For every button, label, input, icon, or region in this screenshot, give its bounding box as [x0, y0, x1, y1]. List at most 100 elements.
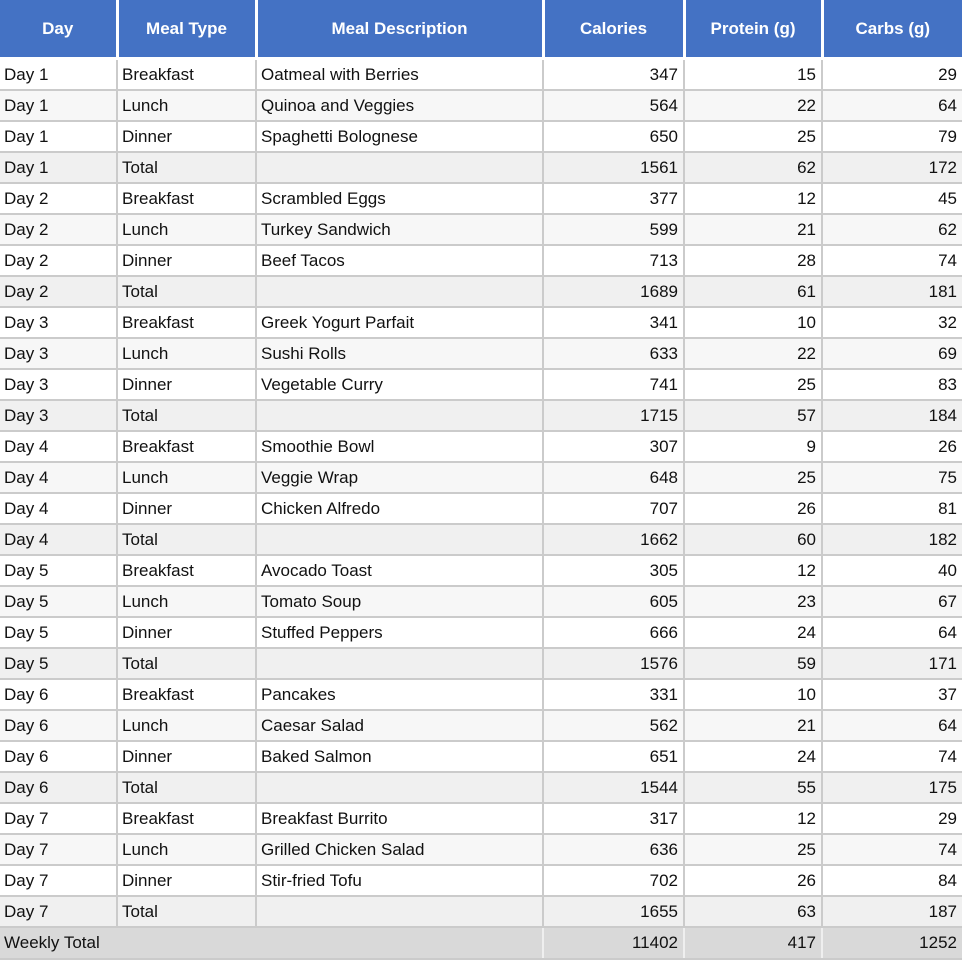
- table-row: Day 6 Breakfast Pancakes 331 10 37: [0, 679, 962, 711]
- carbs-cell: 182: [822, 524, 962, 556]
- carbs-cell: 29: [822, 58, 962, 91]
- day-cell: Day 3: [0, 400, 118, 432]
- day-cell: Day 4: [0, 493, 118, 525]
- table-row: Day 1 Dinner Spaghetti Bolognese 650 25 79: [0, 121, 962, 153]
- calories-cell: 651: [543, 741, 685, 773]
- calories-cell: 633: [543, 338, 685, 370]
- calories-cell: 1544: [543, 772, 685, 804]
- day-cell: Day 6: [0, 772, 118, 804]
- day-cell: Day 4: [0, 462, 118, 494]
- calories-cell: 636: [543, 834, 685, 866]
- description-cell: [256, 152, 544, 184]
- carbs-cell: 79: [822, 121, 962, 153]
- day-total-row: Day 5 Total 1576 59 171: [0, 648, 962, 680]
- day-cell: Day 2: [0, 183, 118, 215]
- meal-type-cell: Dinner: [117, 741, 257, 773]
- carbs-cell: 181: [822, 276, 962, 308]
- calories-cell: 650: [543, 121, 685, 153]
- day-cell: Day 1: [0, 121, 118, 153]
- protein-cell: 21: [684, 710, 823, 742]
- description-cell: Oatmeal with Berries: [256, 58, 544, 91]
- day-cell: Day 7: [0, 865, 118, 897]
- calories-cell: 562: [543, 710, 685, 742]
- carbs-cell: 172: [822, 152, 962, 184]
- carbs-cell: 45: [822, 183, 962, 215]
- protein-cell: 15: [684, 58, 823, 91]
- protein-cell: 25: [684, 834, 823, 866]
- carbs-cell: 64: [822, 90, 962, 122]
- day-cell: Day 2: [0, 245, 118, 277]
- description-cell: Beef Tacos: [256, 245, 544, 277]
- description-cell: [256, 896, 544, 928]
- protein-cell: 25: [684, 121, 823, 153]
- description-cell: Caesar Salad: [256, 710, 544, 742]
- day-cell: Day 4: [0, 524, 118, 556]
- day-total-row: Day 1 Total 1561 62 172: [0, 152, 962, 184]
- carbs-cell: 83: [822, 369, 962, 401]
- calories-cell: 347: [543, 58, 685, 91]
- meal-type-cell: Lunch: [117, 338, 257, 370]
- calories-cell: 1689: [543, 276, 685, 308]
- col-header-calories: Calories: [543, 0, 686, 60]
- table-row: Day 3 Dinner Vegetable Curry 741 25 83: [0, 369, 962, 401]
- protein-cell: 22: [684, 338, 823, 370]
- weekly-total-label: Weekly Total: [0, 927, 544, 960]
- meal-type-cell: Total: [117, 896, 257, 928]
- calories-cell: 305: [543, 555, 685, 587]
- day-total-row: Day 3 Total 1715 57 184: [0, 400, 962, 432]
- calories-cell: 1576: [543, 648, 685, 680]
- description-cell: Tomato Soup: [256, 586, 544, 618]
- calories-cell: 702: [543, 865, 685, 897]
- calories-cell: 377: [543, 183, 685, 215]
- calories-cell: 564: [543, 90, 685, 122]
- weekly-total-row: Weekly Total 11402 417 1252: [0, 927, 962, 960]
- description-cell: [256, 276, 544, 308]
- day-total-row: Day 4 Total 1662 60 182: [0, 524, 962, 556]
- meal-type-cell: Dinner: [117, 121, 257, 153]
- table-row: Day 4 Dinner Chicken Alfredo 707 26 81: [0, 493, 962, 525]
- meal-type-cell: Breakfast: [117, 679, 257, 711]
- meal-type-cell: Breakfast: [117, 183, 257, 215]
- protein-cell: 26: [684, 493, 823, 525]
- calories-cell: 317: [543, 803, 685, 835]
- protein-cell: 12: [684, 555, 823, 587]
- description-cell: Quinoa and Veggies: [256, 90, 544, 122]
- carbs-cell: 187: [822, 896, 962, 928]
- table-row: Day 1 Breakfast Oatmeal with Berries 347 15 2…: [0, 58, 962, 91]
- meal-type-cell: Breakfast: [117, 803, 257, 835]
- calories-cell: 1655: [543, 896, 685, 928]
- day-cell: Day 7: [0, 896, 118, 928]
- protein-cell: 60: [684, 524, 823, 556]
- calories-cell: 341: [543, 307, 685, 339]
- meal-type-cell: Lunch: [117, 214, 257, 246]
- meal-type-cell: Lunch: [117, 710, 257, 742]
- carbs-cell: 26: [822, 431, 962, 463]
- carbs-cell: 75: [822, 462, 962, 494]
- meal-type-cell: Dinner: [117, 245, 257, 277]
- table-row: Day 7 Dinner Stir-fried Tofu 702 26 84: [0, 865, 962, 897]
- calories-cell: 1662: [543, 524, 685, 556]
- description-cell: Breakfast Burrito: [256, 803, 544, 835]
- description-cell: Stuffed Peppers: [256, 617, 544, 649]
- carbs-cell: 74: [822, 834, 962, 866]
- meal-type-cell: Breakfast: [117, 307, 257, 339]
- carbs-cell: 69: [822, 338, 962, 370]
- table-row: Day 5 Lunch Tomato Soup 605 23 67: [0, 586, 962, 618]
- description-cell: Spaghetti Bolognese: [256, 121, 544, 153]
- carbs-cell: 29: [822, 803, 962, 835]
- carbs-cell: 74: [822, 741, 962, 773]
- calories-cell: 1561: [543, 152, 685, 184]
- protein-cell: 62: [684, 152, 823, 184]
- description-cell: Stir-fried Tofu: [256, 865, 544, 897]
- protein-cell: 23: [684, 586, 823, 618]
- calories-cell: 599: [543, 214, 685, 246]
- day-cell: Day 7: [0, 803, 118, 835]
- description-cell: Scrambled Eggs: [256, 183, 544, 215]
- table-row: Day 2 Dinner Beef Tacos 713 28 74: [0, 245, 962, 277]
- carbs-cell: 32: [822, 307, 962, 339]
- meal-type-cell: Total: [117, 648, 257, 680]
- protein-cell: 24: [684, 617, 823, 649]
- day-cell: Day 5: [0, 555, 118, 587]
- description-cell: [256, 400, 544, 432]
- meal-type-cell: Total: [117, 276, 257, 308]
